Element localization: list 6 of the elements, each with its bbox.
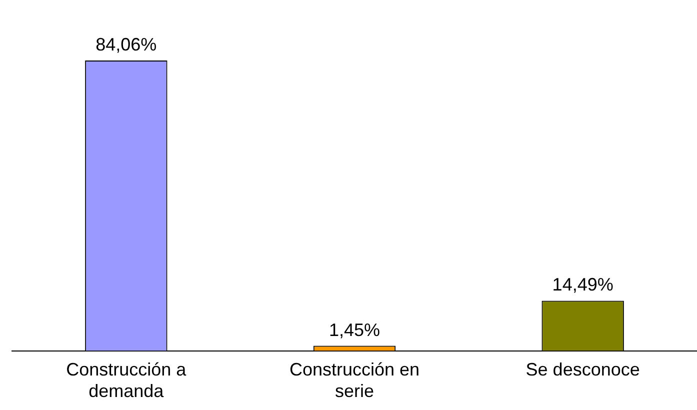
data-label: 1,45% bbox=[328, 320, 380, 340]
data-label: 14,49% bbox=[552, 274, 614, 295]
x-tick-label: Construcción a demanda bbox=[66, 360, 188, 402]
x-tick-label: Se desconoce bbox=[526, 360, 640, 380]
data-label: 84,06% bbox=[96, 34, 157, 54]
x-tick-label: Construcción en serie bbox=[289, 360, 420, 402]
